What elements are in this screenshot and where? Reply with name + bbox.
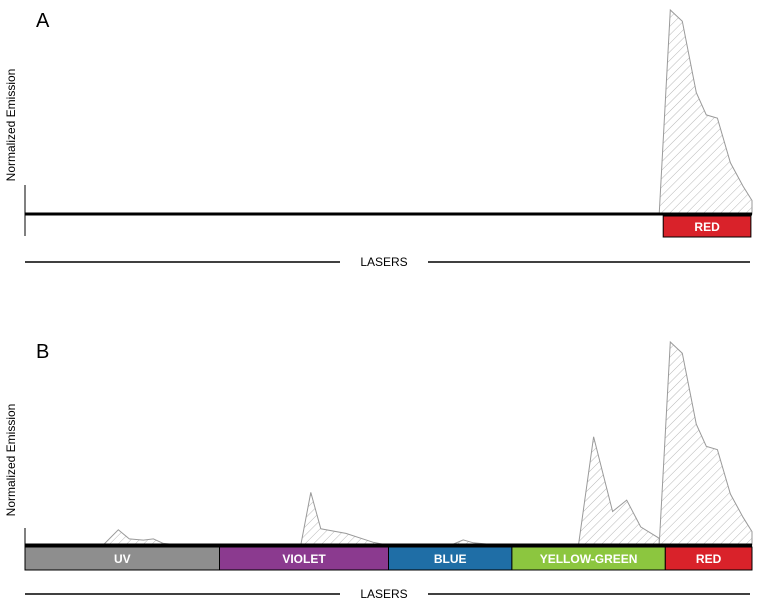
panel-a: A Normalized Emission RED LASERS [4, 8, 753, 269]
band-red [662, 215, 752, 238]
panel-b-lasers-axis: LASERS [25, 587, 750, 601]
panel-b-y-axis-label: Normalized Emission [4, 404, 18, 517]
panel-a-lasers-axis: LASERS [25, 255, 750, 269]
emission-area-2 [300, 492, 388, 546]
panel-a-laser-bands: RED [662, 215, 752, 238]
band-label-red: RED [696, 552, 722, 566]
band-red [664, 546, 753, 571]
panel-b-laser-bands: UV VIOLET BLUE YELLOW-GREEN RED [24, 546, 753, 571]
emission-area-5 [658, 340, 753, 546]
panel-b-emission-areas [101, 340, 753, 546]
band-label-yellow-green: YELLOW-GREEN [540, 552, 638, 566]
band-label-blue: BLUE [434, 552, 467, 566]
panel-a-lasers-label: LASERS [360, 255, 407, 269]
panel-b-lasers-label: LASERS [360, 587, 407, 601]
band-label-red: RED [694, 220, 720, 234]
emission-area-1 [101, 529, 180, 546]
panel-a-letter: A [36, 10, 50, 32]
panel-b: B Normalized Emission UV VIOLET BLUE YELLOW… [4, 340, 753, 601]
panel-b-letter: B [36, 341, 49, 363]
band-label-violet: VIOLET [282, 552, 326, 566]
panel-a-emission-areas [658, 8, 753, 215]
emission-area-4 [577, 436, 660, 546]
band-label-uv: UV [114, 552, 131, 566]
panel-a-y-axis-label: Normalized Emission [4, 69, 18, 182]
emission-area-1 [658, 8, 753, 215]
